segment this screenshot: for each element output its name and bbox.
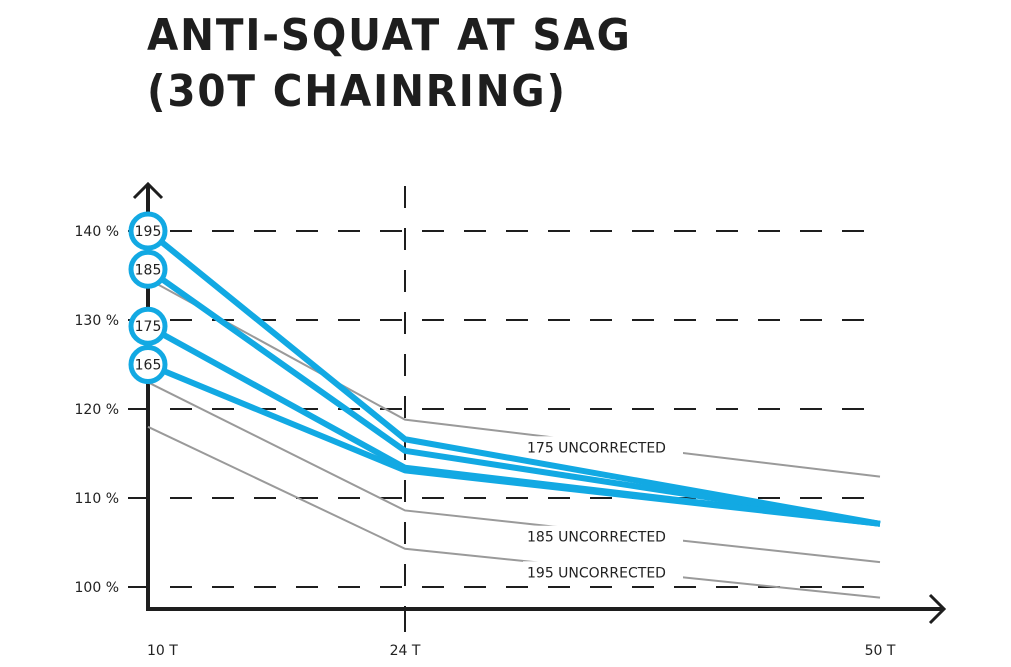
y-tick-label: 100 % <box>75 580 119 596</box>
chart-title-line1: ANTI-SQUAT AT SAG <box>147 10 632 61</box>
y-axis-arrow-icon <box>132 181 164 200</box>
label-background <box>523 436 683 457</box>
chart-title: ANTI-SQUAT AT SAG (30T CHAINRING) <box>147 8 632 120</box>
series-label: 175 UNCORRECTED <box>527 440 666 456</box>
label-background <box>523 525 683 546</box>
series-line-175 <box>146 323 881 527</box>
series-marker-label: 165 <box>135 358 162 374</box>
series-line-185-uncorrected <box>147 381 881 564</box>
series-line-165 <box>146 361 881 527</box>
x-axis-arrow-icon <box>928 593 947 625</box>
series-marker-label: 195 <box>135 224 162 240</box>
y-tick-label: 110 % <box>75 491 119 507</box>
y-tick-label: 130 % <box>75 313 119 329</box>
x-tick-label: 24 T <box>390 643 421 659</box>
series-marker-185 <box>128 249 168 289</box>
series-line-185 <box>146 266 881 527</box>
series-line-175-uncorrected <box>147 278 881 478</box>
series-marker-label: 175 <box>135 319 162 335</box>
series-label: 185 UNCORRECTED <box>527 530 666 546</box>
label-background <box>523 561 683 582</box>
x-tick-label: 10 T <box>147 643 178 659</box>
y-tick-label: 120 % <box>75 402 119 418</box>
x-tick-label: 50 T <box>865 643 896 659</box>
series-line-195-uncorrected <box>147 425 881 599</box>
series-line-195 <box>146 228 881 527</box>
series-marker-label: 185 <box>135 262 162 278</box>
chart-title-line2: (30T CHAINRING) <box>147 66 567 117</box>
series-label: 195 UNCORRECTED <box>527 565 666 581</box>
y-tick-label: 140 % <box>75 224 119 240</box>
series-marker-195 <box>128 211 168 251</box>
series-marker-175 <box>128 306 168 346</box>
series-marker-165 <box>128 345 168 384</box>
